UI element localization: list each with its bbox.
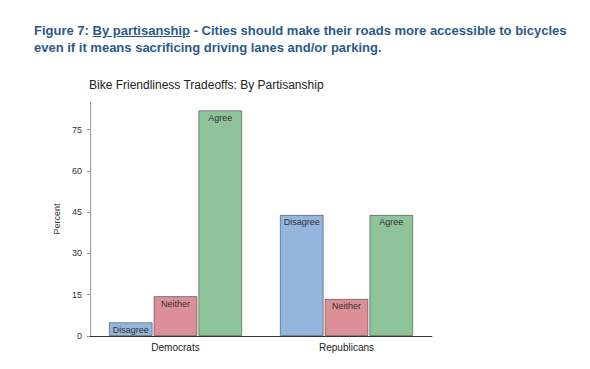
svg-text:0: 0 — [77, 331, 82, 341]
svg-text:15: 15 — [72, 290, 82, 300]
svg-text:Agree: Agree — [379, 217, 403, 227]
svg-text:Neither: Neither — [332, 301, 361, 311]
html-text:Figure 7: By partisanship - Ci: Figure 7: By partisanship - Cities shoul… — [34, 23, 567, 55]
svg-text:Disagree: Disagree — [284, 217, 320, 227]
svg-text:Bike Friendliness Tradeoffs: B: Bike Friendliness Tradeoffs: By Partisan… — [89, 78, 324, 92]
svg-text:45: 45 — [72, 207, 82, 217]
svg-text:Agree: Agree — [208, 113, 232, 123]
svg-text:Neither: Neither — [161, 299, 190, 309]
svg-text:75: 75 — [72, 125, 82, 135]
svg-text:60: 60 — [72, 166, 82, 176]
svg-text:Percent: Percent — [52, 203, 62, 235]
svg-text:Republicans: Republicans — [319, 342, 374, 353]
svg-text:Democrats: Democrats — [151, 342, 199, 353]
svg-text:Disagree: Disagree — [113, 325, 149, 335]
svg-text:30: 30 — [72, 248, 82, 258]
